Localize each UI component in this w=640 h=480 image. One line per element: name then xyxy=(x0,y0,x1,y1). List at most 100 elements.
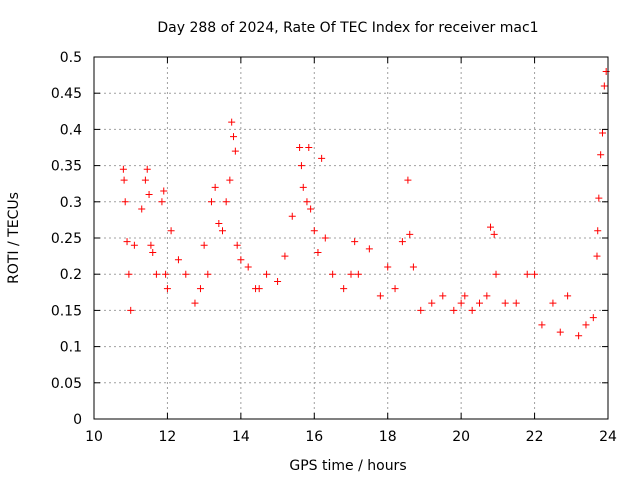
data-point xyxy=(404,176,412,184)
data-point xyxy=(487,223,495,231)
data-point xyxy=(398,238,406,246)
data-point xyxy=(582,321,590,329)
data-point xyxy=(123,238,131,246)
data-point xyxy=(196,285,204,293)
data-point xyxy=(163,285,171,293)
data-point xyxy=(531,270,539,278)
data-point xyxy=(160,187,168,195)
y-tick-label: 0 xyxy=(73,412,82,428)
data-point xyxy=(457,299,465,307)
data-point xyxy=(556,328,564,336)
data-point xyxy=(119,165,127,173)
data-point xyxy=(141,176,149,184)
data-point xyxy=(297,162,305,170)
y-axis-label: ROTI / TECUs xyxy=(6,192,22,284)
x-axis-label: GPS time / hours xyxy=(289,458,406,474)
y-tick-label: 0.25 xyxy=(51,231,82,247)
data-point xyxy=(461,292,469,300)
data-point xyxy=(307,205,315,213)
data-point xyxy=(391,285,399,293)
data-point xyxy=(174,256,182,264)
data-point xyxy=(468,306,476,314)
y-tick-label: 0.45 xyxy=(51,86,82,102)
data-point xyxy=(595,194,603,202)
data-point xyxy=(376,292,384,300)
data-point xyxy=(299,183,307,191)
data-point xyxy=(274,277,282,285)
data-point xyxy=(226,176,234,184)
data-point xyxy=(281,252,289,260)
data-point xyxy=(219,227,226,235)
x-tick-label: 12 xyxy=(159,429,177,445)
y-tick-label: 0.4 xyxy=(60,122,82,138)
data-point xyxy=(167,227,175,235)
data-point xyxy=(575,332,583,340)
data-point xyxy=(490,230,498,238)
data-point xyxy=(549,299,557,307)
data-point xyxy=(409,263,417,271)
y-tick-label: 0.2 xyxy=(60,267,82,283)
y-tick-label: 0.15 xyxy=(51,303,82,319)
data-point xyxy=(244,263,252,271)
data-point xyxy=(523,270,531,278)
data-point xyxy=(597,151,605,159)
data-points xyxy=(119,67,610,340)
x-axis-ticks: 10 12 14 16 18 20 22 24 xyxy=(85,57,617,445)
data-point xyxy=(138,205,146,213)
data-point xyxy=(593,252,601,260)
data-point xyxy=(384,263,392,271)
data-point xyxy=(589,314,597,322)
data-point xyxy=(602,67,610,75)
x-tick-label: 22 xyxy=(526,429,544,445)
data-point xyxy=(476,299,483,307)
data-point xyxy=(143,165,151,173)
data-point xyxy=(204,270,212,278)
data-point xyxy=(296,144,304,151)
data-point xyxy=(149,248,157,256)
data-point xyxy=(207,198,215,206)
data-point xyxy=(228,118,236,126)
data-point xyxy=(340,285,348,293)
data-point xyxy=(483,292,491,300)
x-tick-label: 24 xyxy=(599,429,617,445)
y-tick-label: 0.1 xyxy=(60,340,82,356)
data-point xyxy=(598,129,606,137)
data-point xyxy=(237,256,245,264)
data-point xyxy=(310,227,318,235)
y-tick-label: 0.05 xyxy=(51,376,82,392)
y-tick-label: 0.35 xyxy=(51,159,82,175)
data-point xyxy=(428,299,436,307)
data-point xyxy=(120,176,128,184)
data-point xyxy=(406,230,414,238)
data-point xyxy=(121,198,129,206)
data-point xyxy=(354,270,362,278)
grid-lines xyxy=(94,57,608,419)
data-point xyxy=(329,270,337,278)
data-point xyxy=(365,245,373,253)
data-point xyxy=(303,198,311,206)
data-point xyxy=(127,306,135,314)
data-point xyxy=(152,270,160,278)
data-point xyxy=(314,248,322,256)
y-axis-ticks: 0 0.05 0.1 0.15 0.2 0.25 0.3 0.35 0.4 0.45 0.5 xyxy=(51,50,608,428)
data-point xyxy=(263,270,271,278)
data-point xyxy=(211,183,219,191)
data-point xyxy=(492,270,500,278)
data-point xyxy=(288,212,296,220)
data-point xyxy=(450,306,458,314)
data-point xyxy=(305,144,313,151)
x-tick-label: 20 xyxy=(452,429,470,445)
x-tick-label: 14 xyxy=(232,429,250,445)
chart-title: Day 288 of 2024, Rate Of TEC Index for r… xyxy=(157,20,538,36)
data-point xyxy=(230,133,238,141)
data-point xyxy=(130,241,138,249)
data-point xyxy=(145,191,153,199)
data-point xyxy=(158,198,166,206)
data-point xyxy=(222,198,230,206)
data-point xyxy=(512,299,520,307)
data-point xyxy=(125,270,133,278)
data-point xyxy=(255,285,263,293)
data-point xyxy=(501,299,509,307)
y-tick-label: 0.5 xyxy=(60,50,82,66)
